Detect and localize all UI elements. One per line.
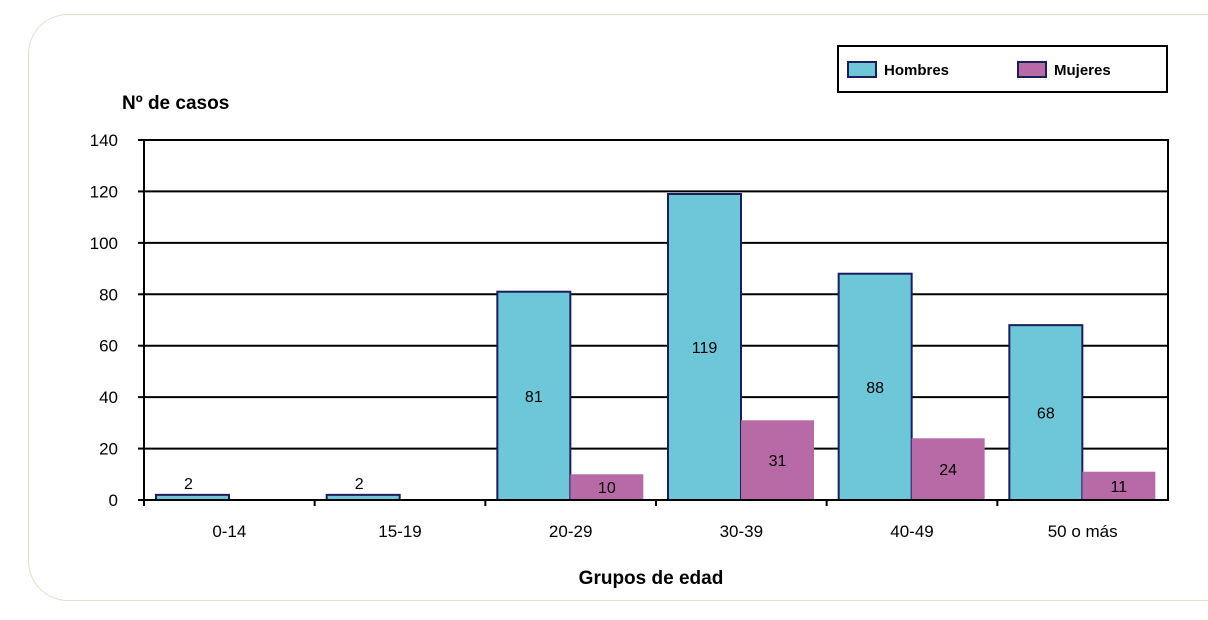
x-tick-label: 0-14 bbox=[212, 522, 246, 541]
value-label-hombres: 68 bbox=[1037, 406, 1055, 423]
data-labels: 2 2 81 10 119 31 88 24 68 11 bbox=[184, 340, 1127, 497]
bar-hombres-40-49 bbox=[837, 272, 913, 502]
bar-hombres-20-29 bbox=[496, 290, 572, 502]
bar-mujeres-40-49 bbox=[911, 438, 985, 500]
value-label-hombres: 2 bbox=[355, 476, 364, 493]
legend: Hombres Mujeres bbox=[837, 45, 1168, 93]
y-axis-title: Nº de casos bbox=[122, 93, 229, 114]
bars bbox=[155, 193, 1156, 502]
value-label-mujeres: 31 bbox=[769, 453, 787, 470]
value-label-mujeres: 10 bbox=[598, 480, 616, 497]
bar-mujeres-20-29 bbox=[570, 474, 644, 500]
y-tick-label: 40 bbox=[99, 388, 118, 407]
bar-hombres-50 o más bbox=[1008, 324, 1084, 501]
value-label-mujeres: 24 bbox=[939, 462, 957, 479]
bar-mujeres-30-39 bbox=[741, 420, 814, 500]
legend-swatch-hombres bbox=[847, 61, 877, 78]
x-tick-label: 20-29 bbox=[549, 522, 592, 541]
y-tick-label: 60 bbox=[99, 337, 118, 356]
y-axis-ticks: 0 20 40 60 80 100 120 140 bbox=[90, 131, 144, 510]
bar-mujeres-50 o más bbox=[1082, 471, 1156, 500]
value-label-hombres: 88 bbox=[866, 380, 884, 397]
y-tick-label: 80 bbox=[99, 285, 118, 304]
y-tick-label: 120 bbox=[90, 182, 118, 201]
legend-label-mujeres: Mujeres bbox=[1054, 62, 1111, 79]
y-tick-label: 140 bbox=[90, 131, 118, 150]
value-label-mujeres: 11 bbox=[1111, 479, 1128, 496]
chart-card bbox=[28, 14, 1208, 601]
y-tick-label: 100 bbox=[90, 234, 118, 253]
y-tick-label: 20 bbox=[99, 440, 118, 459]
x-axis-title: Grupos de edad bbox=[579, 568, 724, 589]
x-tick-label: 15-19 bbox=[378, 522, 421, 541]
x-tick-label: 50 o más bbox=[1048, 522, 1118, 541]
legend-label-hombres: Hombres bbox=[884, 62, 949, 79]
x-tick-label: 30-39 bbox=[720, 522, 763, 541]
value-label-hombres: 119 bbox=[692, 340, 718, 357]
y-tick-label: 0 bbox=[109, 491, 118, 510]
value-label-hombres: 2 bbox=[184, 476, 193, 493]
bar-hombres-30-39 bbox=[667, 193, 742, 501]
legend-box bbox=[837, 45, 1168, 93]
x-axis-ticks: 0-14 15-19 20-29 30-39 40-49 50 o más bbox=[143, 500, 1118, 541]
legend-swatch-mujeres bbox=[1017, 61, 1047, 78]
value-label-hombres: 81 bbox=[525, 389, 543, 406]
x-tick-label: 40-49 bbox=[890, 522, 933, 541]
